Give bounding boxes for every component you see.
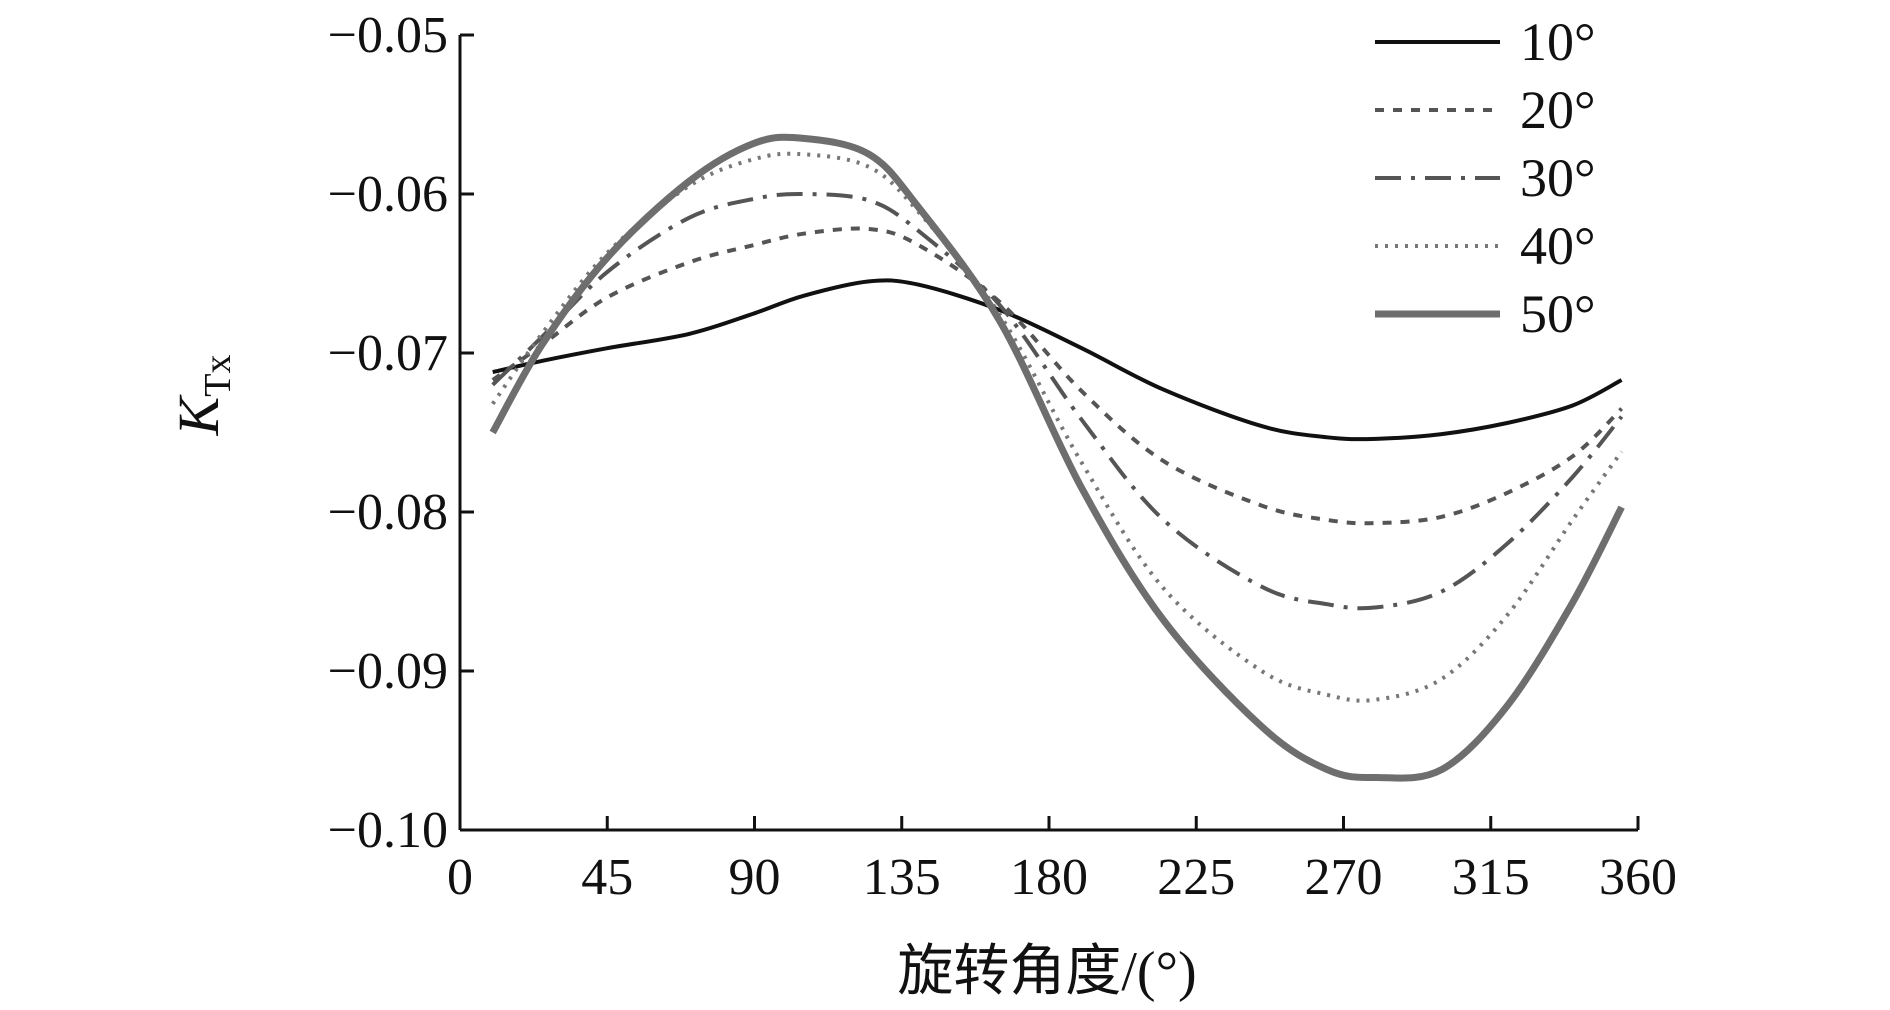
y-tick-label: −0.09 <box>328 643 448 700</box>
legend-label: 30° <box>1520 148 1596 208</box>
y-tick-label: −0.05 <box>328 7 448 64</box>
x-axis-title: 旋转角度/(°) <box>897 941 1196 1003</box>
x-tick-label: 360 <box>1599 849 1677 906</box>
x-tick-label: 0 <box>447 849 473 906</box>
x-tick-label: 90 <box>729 849 781 906</box>
legend-label: 20° <box>1520 80 1596 140</box>
y-tick-label: −0.08 <box>328 484 448 541</box>
legend-label: 10° <box>1520 12 1596 72</box>
y-ticks: −0.05 −0.06 −0.07 −0.08 −0.09 −0.10 <box>328 7 474 859</box>
y-tick-label: −0.10 <box>328 802 448 859</box>
series-line-20deg <box>491 226 1624 526</box>
legend-label: 50° <box>1520 284 1596 344</box>
y-axis-title-subscript: Tx <box>197 355 239 397</box>
svg-text:KTx: KTx <box>166 355 239 437</box>
series-line-40deg <box>491 151 1624 703</box>
y-axis-title: KTx <box>166 355 239 437</box>
x-tick-label: 180 <box>1010 849 1088 906</box>
x-tick-label: 135 <box>863 849 941 906</box>
legend: 10° 20° 30° 40° 50° <box>1375 12 1596 344</box>
x-tick-label: 315 <box>1452 849 1530 906</box>
y-axis-title-main: K <box>166 393 231 436</box>
x-tick-label: 45 <box>581 849 633 906</box>
axes: −0.05 −0.06 −0.07 −0.08 −0.09 −0.10 0 45 90 135 1… <box>328 7 1677 906</box>
y-tick-label: −0.06 <box>328 166 448 223</box>
series-line-50deg <box>489 133 1625 782</box>
series-line-30deg <box>491 191 1624 611</box>
x-tick-label: 225 <box>1157 849 1235 906</box>
y-tick-label: −0.07 <box>328 325 448 382</box>
x-ticks: 0 45 90 135 180 225 270 315 360 <box>447 816 1677 906</box>
series-line-10deg <box>492 278 1623 442</box>
series-layer <box>489 133 1625 782</box>
legend-label: 40° <box>1520 216 1596 276</box>
x-tick-label: 270 <box>1305 849 1383 906</box>
